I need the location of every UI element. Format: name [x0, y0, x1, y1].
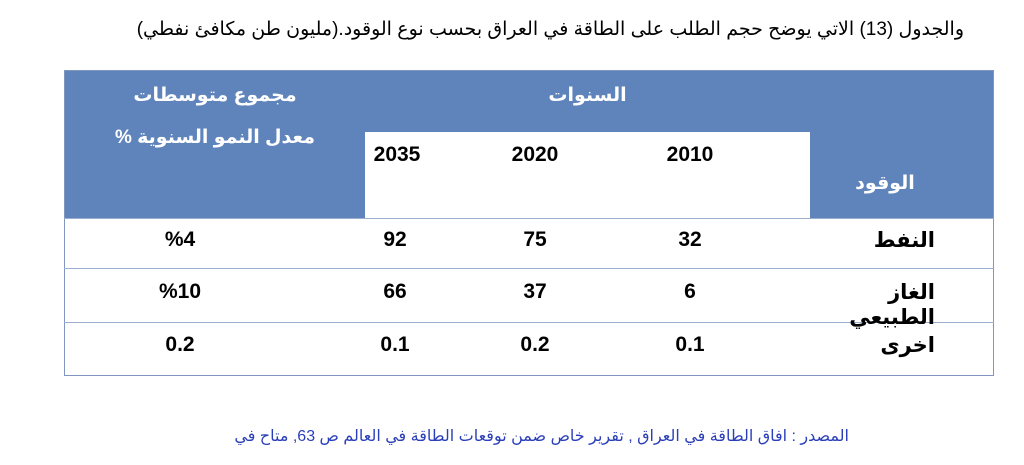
- cell-value: 75: [523, 228, 547, 251]
- cell-value: 6: [684, 280, 696, 303]
- table: [64, 70, 994, 376]
- years-header: السنوات: [548, 85, 627, 106]
- source: المصدر : افاق الطاقة في العراق , تقرير خ…: [234, 428, 849, 445]
- growth-header: معدل النمو السنوية %: [114, 127, 316, 148]
- cell-value: 32: [678, 228, 702, 251]
- cell-value: 0.1: [380, 333, 410, 356]
- year-header: 2020: [511, 143, 559, 166]
- cell-value: 66: [383, 280, 407, 303]
- year-header: 2035: [373, 143, 421, 166]
- cell-value: %4: [164, 228, 196, 251]
- fuel-name: النفط: [873, 229, 935, 252]
- caption: والجدول (13) الاتي يوضح حجم الطلب على ال…: [136, 19, 964, 40]
- cell-value: 0.2: [520, 333, 550, 356]
- year-header: 2010: [666, 143, 714, 166]
- header-fuel: [810, 71, 993, 218]
- row-line: [64, 322, 994, 323]
- header-growth: [65, 71, 365, 218]
- fuel-name: اخرى: [880, 334, 935, 357]
- row-line: [64, 268, 994, 269]
- cell-value: 0.1: [675, 333, 705, 356]
- cell-value: 37: [523, 280, 547, 303]
- cell-value: 0.2: [165, 333, 195, 356]
- growth-header: مجموع متوسطات: [133, 85, 297, 106]
- cell-value: 92: [383, 228, 407, 251]
- fuel-header: الوقود: [855, 173, 915, 194]
- fuel-name: الغاز الطبيعي: [849, 281, 935, 329]
- cell-value: %10: [158, 280, 202, 303]
- header-years: [365, 71, 810, 132]
- row-line: [64, 218, 994, 219]
